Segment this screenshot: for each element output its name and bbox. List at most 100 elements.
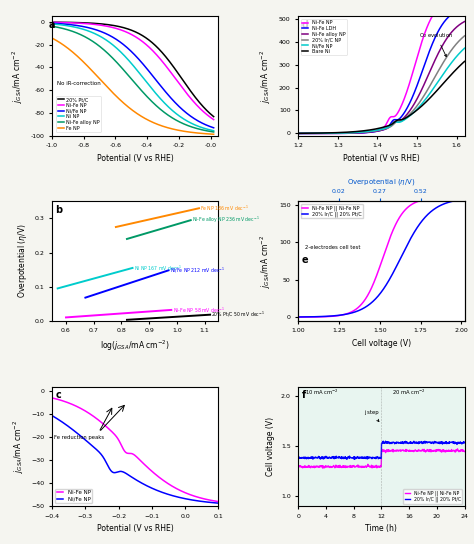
Legend: Ni-Fe NP, Ni-Fe LDH, Ni-Fe alloy NP, 20% Ir/C NP, Ni/Fe NP, Bare Ni: Ni-Fe NP, Ni-Fe LDH, Ni-Fe alloy NP, 20%… bbox=[301, 18, 347, 55]
Line: 20% Pt/C: 20% Pt/C bbox=[52, 22, 214, 116]
20% Pt/C bbox=[145, 35, 150, 42]
Ni/Fe NP bbox=[49, 20, 55, 27]
Ni-Fe NP || Ni-Fe NP bbox=[462, 448, 467, 455]
Ni-Fe NP || Ni-Fe NP bbox=[386, 448, 392, 455]
Ni-Fe alloy NP bbox=[295, 130, 301, 137]
Fe NP bbox=[78, 56, 83, 63]
Ni/Fe NP bbox=[338, 129, 344, 136]
Ni-Fe NP bbox=[78, 20, 83, 27]
Ni/Fe NP bbox=[128, 473, 134, 480]
Ni-Fe NP || Ni-Fe NP bbox=[395, 447, 401, 454]
20% Ir/C || 20% Pt/C bbox=[376, 455, 382, 462]
Ni NP bbox=[171, 108, 177, 115]
Fe NP bbox=[49, 35, 55, 41]
Text: c: c bbox=[55, 390, 61, 400]
Line: Ni-Fe LDH: Ni-Fe LDH bbox=[298, 8, 465, 133]
Ni-Fe NP bbox=[171, 73, 177, 79]
20% Pt/C bbox=[157, 47, 163, 53]
Ni-Fe NP bbox=[420, 34, 426, 40]
Ni-Fe NP bbox=[211, 498, 217, 504]
Line: Ni-Fe NP: Ni-Fe NP bbox=[52, 22, 214, 120]
Bare Ni bbox=[371, 126, 376, 133]
Line: Ni-Fe alloy NP: Ni-Fe alloy NP bbox=[298, 22, 465, 133]
Text: Fe reduction peaks: Fe reduction peaks bbox=[54, 435, 104, 440]
20% Ir/C NP bbox=[420, 94, 426, 100]
Ni-Fe NP bbox=[148, 467, 154, 474]
20% Pt/C bbox=[91, 20, 97, 27]
Ni/Fe NP bbox=[406, 113, 412, 120]
Ni/Fe NP bbox=[78, 23, 83, 29]
Ni-Fe NP || Ni-Fe NP bbox=[320, 465, 326, 472]
Ni-Fe NP bbox=[49, 394, 55, 401]
Ni/Fe NP bbox=[148, 485, 154, 491]
Ni-Fe NP || Ni-Fe NP bbox=[394, 218, 400, 225]
20% Ir/C || 20% Pt/C bbox=[432, 440, 438, 446]
Line: Ni-Fe NP || Ni-Fe NP: Ni-Fe NP || Ni-Fe NP bbox=[298, 449, 465, 468]
20% Ir/C || 20% Pt/C bbox=[375, 293, 381, 299]
Ni/Fe NP bbox=[186, 496, 191, 503]
X-axis label: Potential (V vs RHE): Potential (V vs RHE) bbox=[343, 154, 420, 163]
Bare Ni bbox=[406, 113, 412, 119]
20% Ir/C || 20% Pt/C bbox=[375, 453, 381, 460]
Ni-Fe NP || Ni-Fe NP bbox=[458, 194, 464, 201]
Text: 20 mA cm$^{-2}$: 20 mA cm$^{-2}$ bbox=[392, 387, 426, 397]
Ni-Fe LDH bbox=[462, 5, 467, 11]
20% Ir/C || 20% Pt/C bbox=[295, 454, 301, 460]
Text: j step: j step bbox=[364, 410, 379, 422]
20% Ir/C || 20% Pt/C bbox=[385, 279, 391, 285]
Text: Fe NP 186 mV dec$^{-1}$: Fe NP 186 mV dec$^{-1}$ bbox=[201, 203, 249, 213]
20% Ir/C || 20% Pt/C bbox=[462, 439, 467, 446]
Line: Ni-Fe NP || Ni-Fe NP: Ni-Fe NP || Ni-Fe NP bbox=[298, 197, 465, 317]
Line: Ni-Fe NP: Ni-Fe NP bbox=[298, 0, 465, 133]
Ni/Fe NP bbox=[139, 480, 145, 486]
Ni-Fe NP bbox=[216, 498, 221, 505]
20% Pt/C bbox=[211, 113, 217, 120]
Ni-Fe alloy NP bbox=[157, 106, 163, 112]
Ni-Fe NP bbox=[211, 116, 217, 123]
Ni-Fe NP bbox=[139, 459, 145, 466]
Ni-Fe NP || Ni-Fe NP bbox=[295, 314, 301, 320]
Bare Ni bbox=[462, 58, 467, 65]
Line: 20% Ir/C NP: 20% Ir/C NP bbox=[298, 36, 465, 133]
Y-axis label: $j_{GSA}$/mA cm$^{-2}$: $j_{GSA}$/mA cm$^{-2}$ bbox=[11, 50, 25, 103]
X-axis label: Overpotential ($\eta$/V): Overpotential ($\eta$/V) bbox=[347, 177, 416, 187]
Fe NP bbox=[211, 131, 217, 138]
Ni-Fe NP bbox=[338, 130, 344, 137]
20% Ir/C NP bbox=[325, 130, 330, 137]
Ni-Fe alloy NP bbox=[145, 94, 150, 100]
Ni-Fe LDH bbox=[338, 130, 344, 137]
20% Ir/C || 20% Pt/C bbox=[380, 438, 386, 444]
Ni-Fe NP || Ni-Fe NP bbox=[385, 239, 391, 246]
Ni/Fe NP bbox=[325, 130, 330, 137]
Fe NP bbox=[157, 122, 163, 128]
Bare Ni bbox=[338, 129, 344, 136]
20% Pt/C bbox=[78, 20, 83, 26]
Ni-Fe alloy NP bbox=[171, 115, 177, 122]
Fe NP bbox=[171, 126, 177, 133]
Ni-Fe NP || Ni-Fe NP bbox=[375, 463, 381, 470]
Line: Ni/Fe NP: Ni/Fe NP bbox=[52, 416, 219, 503]
Ni/Fe NP bbox=[157, 82, 163, 88]
Ni-Fe NP bbox=[49, 19, 55, 26]
Ni/Fe NP bbox=[122, 43, 128, 50]
Y-axis label: $j_{GSA}$/mA cm$^{-2}$: $j_{GSA}$/mA cm$^{-2}$ bbox=[259, 50, 273, 103]
Ni NP bbox=[49, 21, 55, 27]
Line: Ni-Fe NP: Ni-Fe NP bbox=[52, 398, 219, 502]
Ni-Fe alloy NP bbox=[393, 118, 399, 125]
Ni-Fe NP || Ni-Fe NP bbox=[455, 446, 460, 452]
Bare Ni bbox=[325, 129, 330, 136]
X-axis label: Potential (V vs RHE): Potential (V vs RHE) bbox=[97, 524, 173, 533]
20% Ir/C NP bbox=[371, 128, 376, 134]
Legend: Ni-Fe NP || Ni-Fe NP, 20% Ir/C || 20% Pt/C: Ni-Fe NP || Ni-Fe NP, 20% Ir/C || 20% Pt… bbox=[403, 489, 462, 504]
Ni NP bbox=[157, 95, 163, 102]
Ni-Fe alloy NP bbox=[211, 129, 217, 135]
Ni/Fe NP bbox=[295, 130, 301, 137]
Text: 2-electrodes cell test: 2-electrodes cell test bbox=[305, 245, 360, 250]
Line: Ni-Fe alloy NP: Ni-Fe alloy NP bbox=[52, 26, 214, 132]
Text: e: e bbox=[301, 255, 308, 265]
20% Ir/C || 20% Pt/C bbox=[458, 440, 464, 446]
Ni-Fe NP bbox=[157, 55, 163, 62]
20% Ir/C || 20% Pt/C bbox=[432, 206, 438, 212]
Ni-Fe NP || Ni-Fe NP bbox=[376, 463, 382, 470]
20% Ir/C NP bbox=[393, 119, 399, 125]
